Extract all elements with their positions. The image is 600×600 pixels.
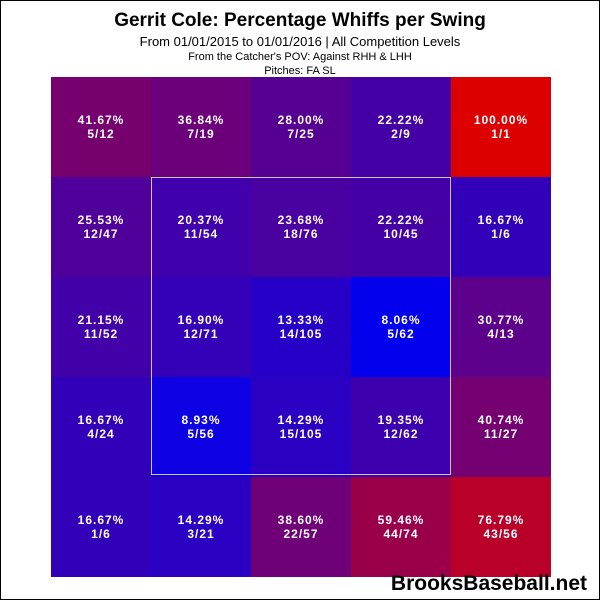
cell-percentage: 8.93% [181,413,221,427]
cell-percentage: 16.90% [177,313,225,327]
cell-percentage: 22.22% [377,213,425,227]
cell-percentage: 36.84% [177,113,225,127]
cell-percentage: 76.79% [477,513,525,527]
heatmap-cell: 76.79% 43/56 [451,477,551,577]
cell-percentage: 14.29% [277,413,325,427]
heatmap-cell: 41.67% 5/12 [51,77,151,177]
cell-percentage: 22.22% [377,113,425,127]
cell-percentage: 23.68% [277,213,325,227]
cell-count: 1/6 [91,527,111,541]
cell-count: 10/45 [383,227,419,241]
heatmap-cell: 14.29% 15/105 [251,377,351,477]
cell-count: 5/62 [387,327,415,341]
cell-count: 2/9 [391,127,411,141]
heatmap-cell: 16.90% 12/71 [151,277,251,377]
heatmap-cell: 100.00% 1/1 [451,77,551,177]
cell-percentage: 8.06% [381,313,421,327]
cell-count: 7/25 [287,127,315,141]
heatmap-cell: 14.29% 3/21 [151,477,251,577]
cell-count: 44/74 [383,527,419,541]
heatmap-cell: 28.00% 7/25 [251,77,351,177]
heatmap-cell: 40.74% 11/27 [451,377,551,477]
cell-count: 22/57 [283,527,319,541]
cell-percentage: 16.67% [477,213,525,227]
cell-count: 12/47 [83,227,119,241]
heatmap-cell: 8.06% 5/62 [351,277,451,377]
heatmap-cell: 22.22% 10/45 [351,177,451,277]
cell-count: 3/21 [187,527,215,541]
cell-count: 15/105 [279,427,323,441]
cell-count: 5/56 [187,427,215,441]
heatmap-cell: 20.37% 11/54 [151,177,251,277]
heatmap-cell: 19.35% 12/62 [351,377,451,477]
cell-percentage: 41.67% [77,113,125,127]
watermark: BrooksBaseball.net [390,572,587,595]
cell-count: 12/71 [183,327,219,341]
cell-percentage: 38.60% [277,513,325,527]
pitches-label: Pitches: FA SL [264,65,336,77]
cell-percentage: 59.46% [377,513,425,527]
pov-label: From the Catcher's POV: Against RHH & LH… [188,51,412,63]
heatmap-cell: 23.68% 18/76 [251,177,351,277]
chart-subtitle: From 01/01/2015 to 01/01/2016 | All Comp… [139,34,461,49]
heatmap-cell: 16.67% 1/6 [51,477,151,577]
heatmap-cell: 36.84% 7/19 [151,77,251,177]
cell-percentage: 16.67% [77,413,125,427]
cell-count: 11/52 [83,327,119,341]
heatmap-cell: 38.60% 22/57 [251,477,351,577]
cell-count: 5/12 [87,127,115,141]
chart-title: Gerrit Cole: Percentage Whiffs per Swing [114,10,486,31]
cell-count: 1/6 [491,227,511,241]
heatmap-cell: 13.33% 14/105 [251,277,351,377]
heatmap-cell: 30.77% 4/13 [451,277,551,377]
cell-percentage: 13.33% [277,313,325,327]
heatmap-cell: 25.53% 12/47 [51,177,151,277]
heatmap-cell: 59.46% 44/74 [351,477,451,577]
cell-count: 4/24 [87,427,115,441]
cell-percentage: 20.37% [177,213,225,227]
cell-count: 4/13 [487,327,515,341]
cell-count: 7/19 [187,127,215,141]
heatmap-cell: 16.67% 1/6 [451,177,551,277]
cell-count: 11/27 [483,427,519,441]
cell-count: 18/76 [283,227,319,241]
cell-count: 43/56 [483,527,519,541]
cell-percentage: 16.67% [77,513,125,527]
heatmap-cell: 21.15% 11/52 [51,277,151,377]
heatmap-cell: 8.93% 5/56 [151,377,251,477]
cell-percentage: 25.53% [77,213,125,227]
heatmap-cell: 22.22% 2/9 [351,77,451,177]
cell-count: 1/1 [491,127,511,141]
cell-percentage: 40.74% [477,413,525,427]
cell-percentage: 28.00% [277,113,325,127]
cell-percentage: 14.29% [177,513,225,527]
cell-percentage: 100.00% [473,113,529,127]
cell-percentage: 21.15% [77,313,125,327]
cell-count: 14/105 [279,327,323,341]
heatmap-cell: 16.67% 4/24 [51,377,151,477]
cell-percentage: 30.77% [477,313,525,327]
cell-count: 11/54 [183,227,219,241]
cell-percentage: 19.35% [377,413,425,427]
cell-count: 12/62 [383,427,419,441]
